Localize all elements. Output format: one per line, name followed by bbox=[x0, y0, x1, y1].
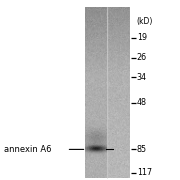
Text: annexin A6: annexin A6 bbox=[4, 145, 51, 154]
Text: 26: 26 bbox=[137, 53, 147, 62]
Text: (kD): (kD) bbox=[136, 17, 152, 26]
Text: 34: 34 bbox=[137, 73, 147, 82]
Text: 85: 85 bbox=[137, 145, 147, 154]
Text: 117: 117 bbox=[137, 168, 152, 177]
Text: 48: 48 bbox=[137, 98, 147, 107]
Text: 19: 19 bbox=[137, 33, 147, 42]
